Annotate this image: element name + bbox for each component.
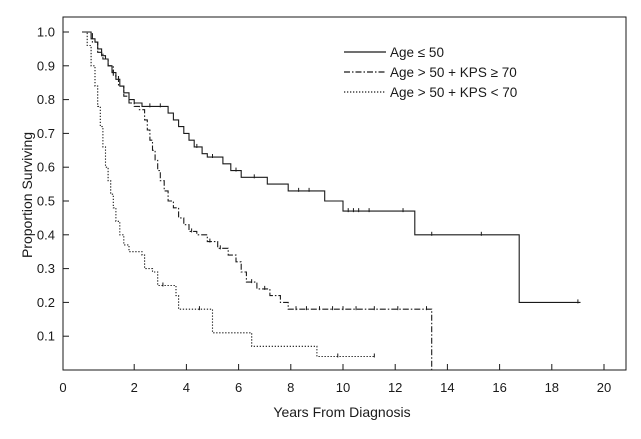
- y-tick-label: 1.0: [37, 25, 55, 40]
- x-axis-title: Years From Diagnosis: [273, 404, 410, 420]
- series-layer: [82, 31, 581, 370]
- y-tick-label: 0.6: [37, 160, 55, 175]
- y-tick-label: 0.5: [37, 194, 55, 209]
- x-tick-label: 8: [287, 380, 294, 395]
- x-tick-label: 6: [235, 380, 242, 395]
- y-tick-label: 0.1: [37, 329, 55, 344]
- y-tick-label: 0.2: [37, 295, 55, 310]
- series-line-3: [82, 31, 375, 358]
- x-tick-label: 14: [440, 380, 454, 395]
- legend: Age ≤ 50 Age > 50 + KPS ≥ 70 Age > 50 + KP…: [344, 45, 517, 100]
- plot-area: [62, 16, 627, 371]
- y-tick-label: 0.8: [37, 92, 55, 107]
- legend-label-2: Age > 50 + KPS ≥ 70: [390, 65, 517, 80]
- series-line-2: [82, 31, 433, 370]
- x-tick-label: 0: [59, 380, 66, 395]
- x-tick-label: 12: [388, 380, 402, 395]
- y-axis-title: Proportion Surviving: [19, 132, 35, 258]
- x-axis-ticks: 0 2 4 6 8 10 12 14 16 18 20: [59, 364, 611, 395]
- y-tick-label: 0.3: [37, 261, 55, 276]
- y-tick-label: 0.9: [37, 58, 55, 73]
- y-tick-label: 0.4: [37, 227, 55, 242]
- x-tick-label: 4: [183, 380, 190, 395]
- x-tick-label: 20: [597, 380, 611, 395]
- x-tick-label: 16: [492, 380, 506, 395]
- x-tick-label: 2: [131, 380, 138, 395]
- legend-label-1: Age ≤ 50: [390, 45, 444, 60]
- x-tick-label: 18: [545, 380, 559, 395]
- legend-label-3: Age > 50 + KPS < 70: [390, 85, 517, 100]
- plot-frame: [62, 16, 627, 371]
- y-axis-ticks: 0.1 0.2 0.3 0.4 0.5 0.6 0.7 0.8 0.9 1.0: [37, 25, 69, 344]
- x-tick-label: 10: [336, 380, 350, 395]
- y-tick-label: 0.7: [37, 126, 55, 141]
